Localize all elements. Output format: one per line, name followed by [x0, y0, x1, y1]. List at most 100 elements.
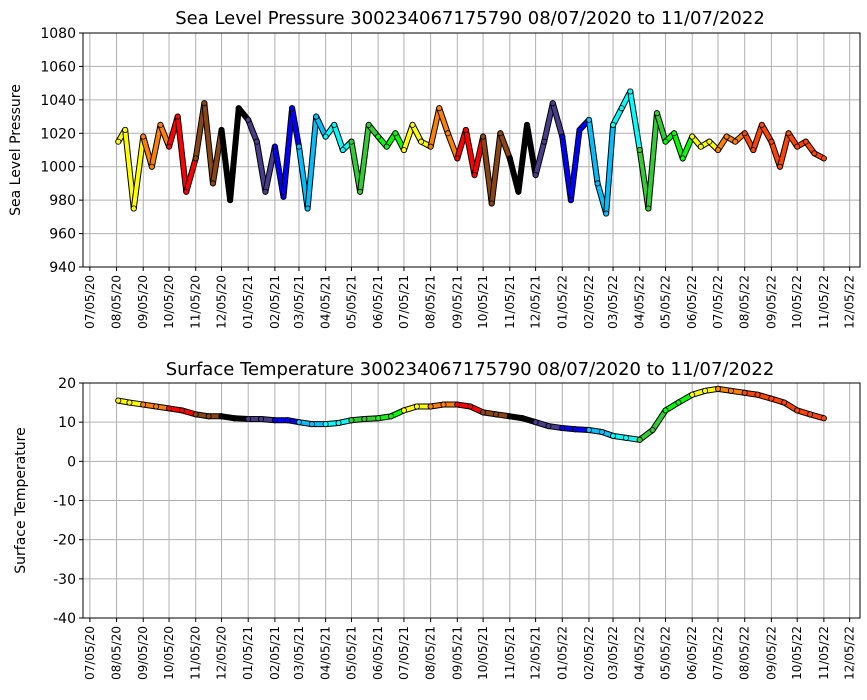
data-point	[462, 126, 469, 133]
y-tick-label: -20	[53, 533, 76, 549]
data-point	[723, 133, 730, 140]
x-tick-label: 03/05/22	[606, 626, 620, 680]
data-point	[811, 150, 818, 157]
data-point	[140, 401, 147, 408]
data-point	[610, 121, 617, 128]
data-point	[375, 415, 382, 422]
y-tick-label: -10	[53, 494, 76, 510]
x-tick-label: 12/05/22	[843, 275, 857, 329]
series-segment	[604, 122, 616, 216]
series-segment	[751, 122, 764, 152]
x-tick-label: 10/05/22	[790, 275, 804, 329]
data-point	[166, 143, 173, 150]
x-tick-label: 09/05/22	[764, 626, 778, 680]
data-point	[467, 403, 474, 410]
series-segment	[542, 101, 555, 144]
y-tick-label: 1040	[40, 93, 76, 109]
data-point	[715, 146, 722, 153]
series-segment	[498, 131, 512, 161]
y-tick-label: 10	[58, 415, 76, 431]
x-tick-label: 11/05/20	[189, 626, 203, 680]
data-point	[519, 415, 526, 422]
y-tick-label: 960	[49, 227, 76, 243]
data-point	[427, 403, 434, 410]
data-point	[231, 415, 238, 422]
data-point	[348, 417, 355, 424]
series-segment	[759, 122, 774, 144]
data-point	[689, 133, 696, 140]
data-point	[585, 116, 592, 123]
data-point	[559, 425, 566, 432]
data-point	[559, 133, 566, 140]
data-point	[235, 105, 242, 112]
data-point	[313, 113, 320, 120]
series-segment	[401, 122, 415, 152]
x-tick-label: 05/05/21	[344, 626, 358, 680]
data-point	[322, 133, 329, 140]
data-point	[201, 100, 208, 107]
data-point	[675, 399, 682, 406]
data-point	[585, 426, 592, 433]
chart-title: Sea Level Pressure 300234067175790 08/07…	[175, 8, 765, 29]
data-point	[471, 172, 478, 179]
x-tick-label: 06/05/22	[685, 626, 699, 680]
data-point	[153, 403, 160, 410]
data-point	[515, 188, 522, 195]
data-point	[218, 126, 225, 133]
series-segment	[611, 106, 624, 127]
data-point	[768, 395, 775, 402]
x-tick-label: 09/05/22	[764, 275, 778, 329]
data-point	[785, 130, 792, 137]
data-point	[258, 416, 265, 423]
data-point	[245, 116, 252, 123]
data-point	[594, 180, 601, 187]
data-point	[532, 172, 539, 179]
x-tick-label: 11/05/20	[189, 275, 203, 329]
x-tick-label: 10/05/20	[162, 626, 176, 680]
x-tick-label: 10/05/21	[476, 275, 490, 329]
data-point	[649, 426, 656, 433]
data-point	[820, 155, 827, 162]
chart-title: Surface Temperature 300234067175790 08/0…	[166, 359, 775, 380]
x-tick-label: 06/05/21	[371, 275, 385, 329]
data-point	[576, 126, 583, 133]
data-point	[115, 138, 122, 145]
series-segment	[175, 114, 189, 194]
series-segment	[228, 106, 241, 203]
x-tick-label: 07/05/22	[711, 275, 725, 329]
data-point	[750, 146, 757, 153]
y-tick-label: 1000	[40, 160, 76, 176]
series-segment	[489, 131, 503, 206]
x-tick-label: 01/05/22	[555, 626, 569, 680]
data-point	[339, 146, 346, 153]
data-point	[444, 130, 451, 137]
data-point	[603, 210, 610, 217]
x-tick-label: 01/05/22	[555, 275, 569, 329]
y-tick-label: 1020	[40, 126, 76, 142]
data-point	[331, 121, 338, 128]
data-point	[166, 405, 173, 412]
series-segment	[358, 122, 371, 194]
data-point	[802, 138, 809, 145]
data-point	[284, 417, 291, 424]
data-point	[440, 401, 447, 408]
series-segment	[586, 117, 600, 186]
x-tick-label: 10/05/20	[162, 275, 176, 329]
series-segment	[428, 106, 442, 149]
data-point	[532, 419, 539, 426]
data-point	[732, 138, 739, 145]
y-tick-label: 980	[49, 193, 76, 209]
data-point	[271, 143, 278, 150]
data-point	[361, 416, 368, 423]
surface-temperature-chart: Surface Temperature 300234067175790 08/0…	[13, 359, 861, 680]
data-point	[227, 197, 234, 204]
x-tick-label: 07/05/21	[397, 626, 411, 680]
x-tick-label: 11/05/21	[503, 275, 517, 329]
x-tick-label: 08/05/21	[424, 626, 438, 680]
series-segment	[463, 127, 477, 178]
x-tick-label: 04/05/22	[633, 626, 647, 680]
series-segment	[550, 101, 565, 139]
y-tick-label: 940	[49, 260, 76, 276]
x-tick-label: 05/05/22	[659, 275, 673, 329]
x-tick-label: 11/05/21	[503, 626, 517, 680]
